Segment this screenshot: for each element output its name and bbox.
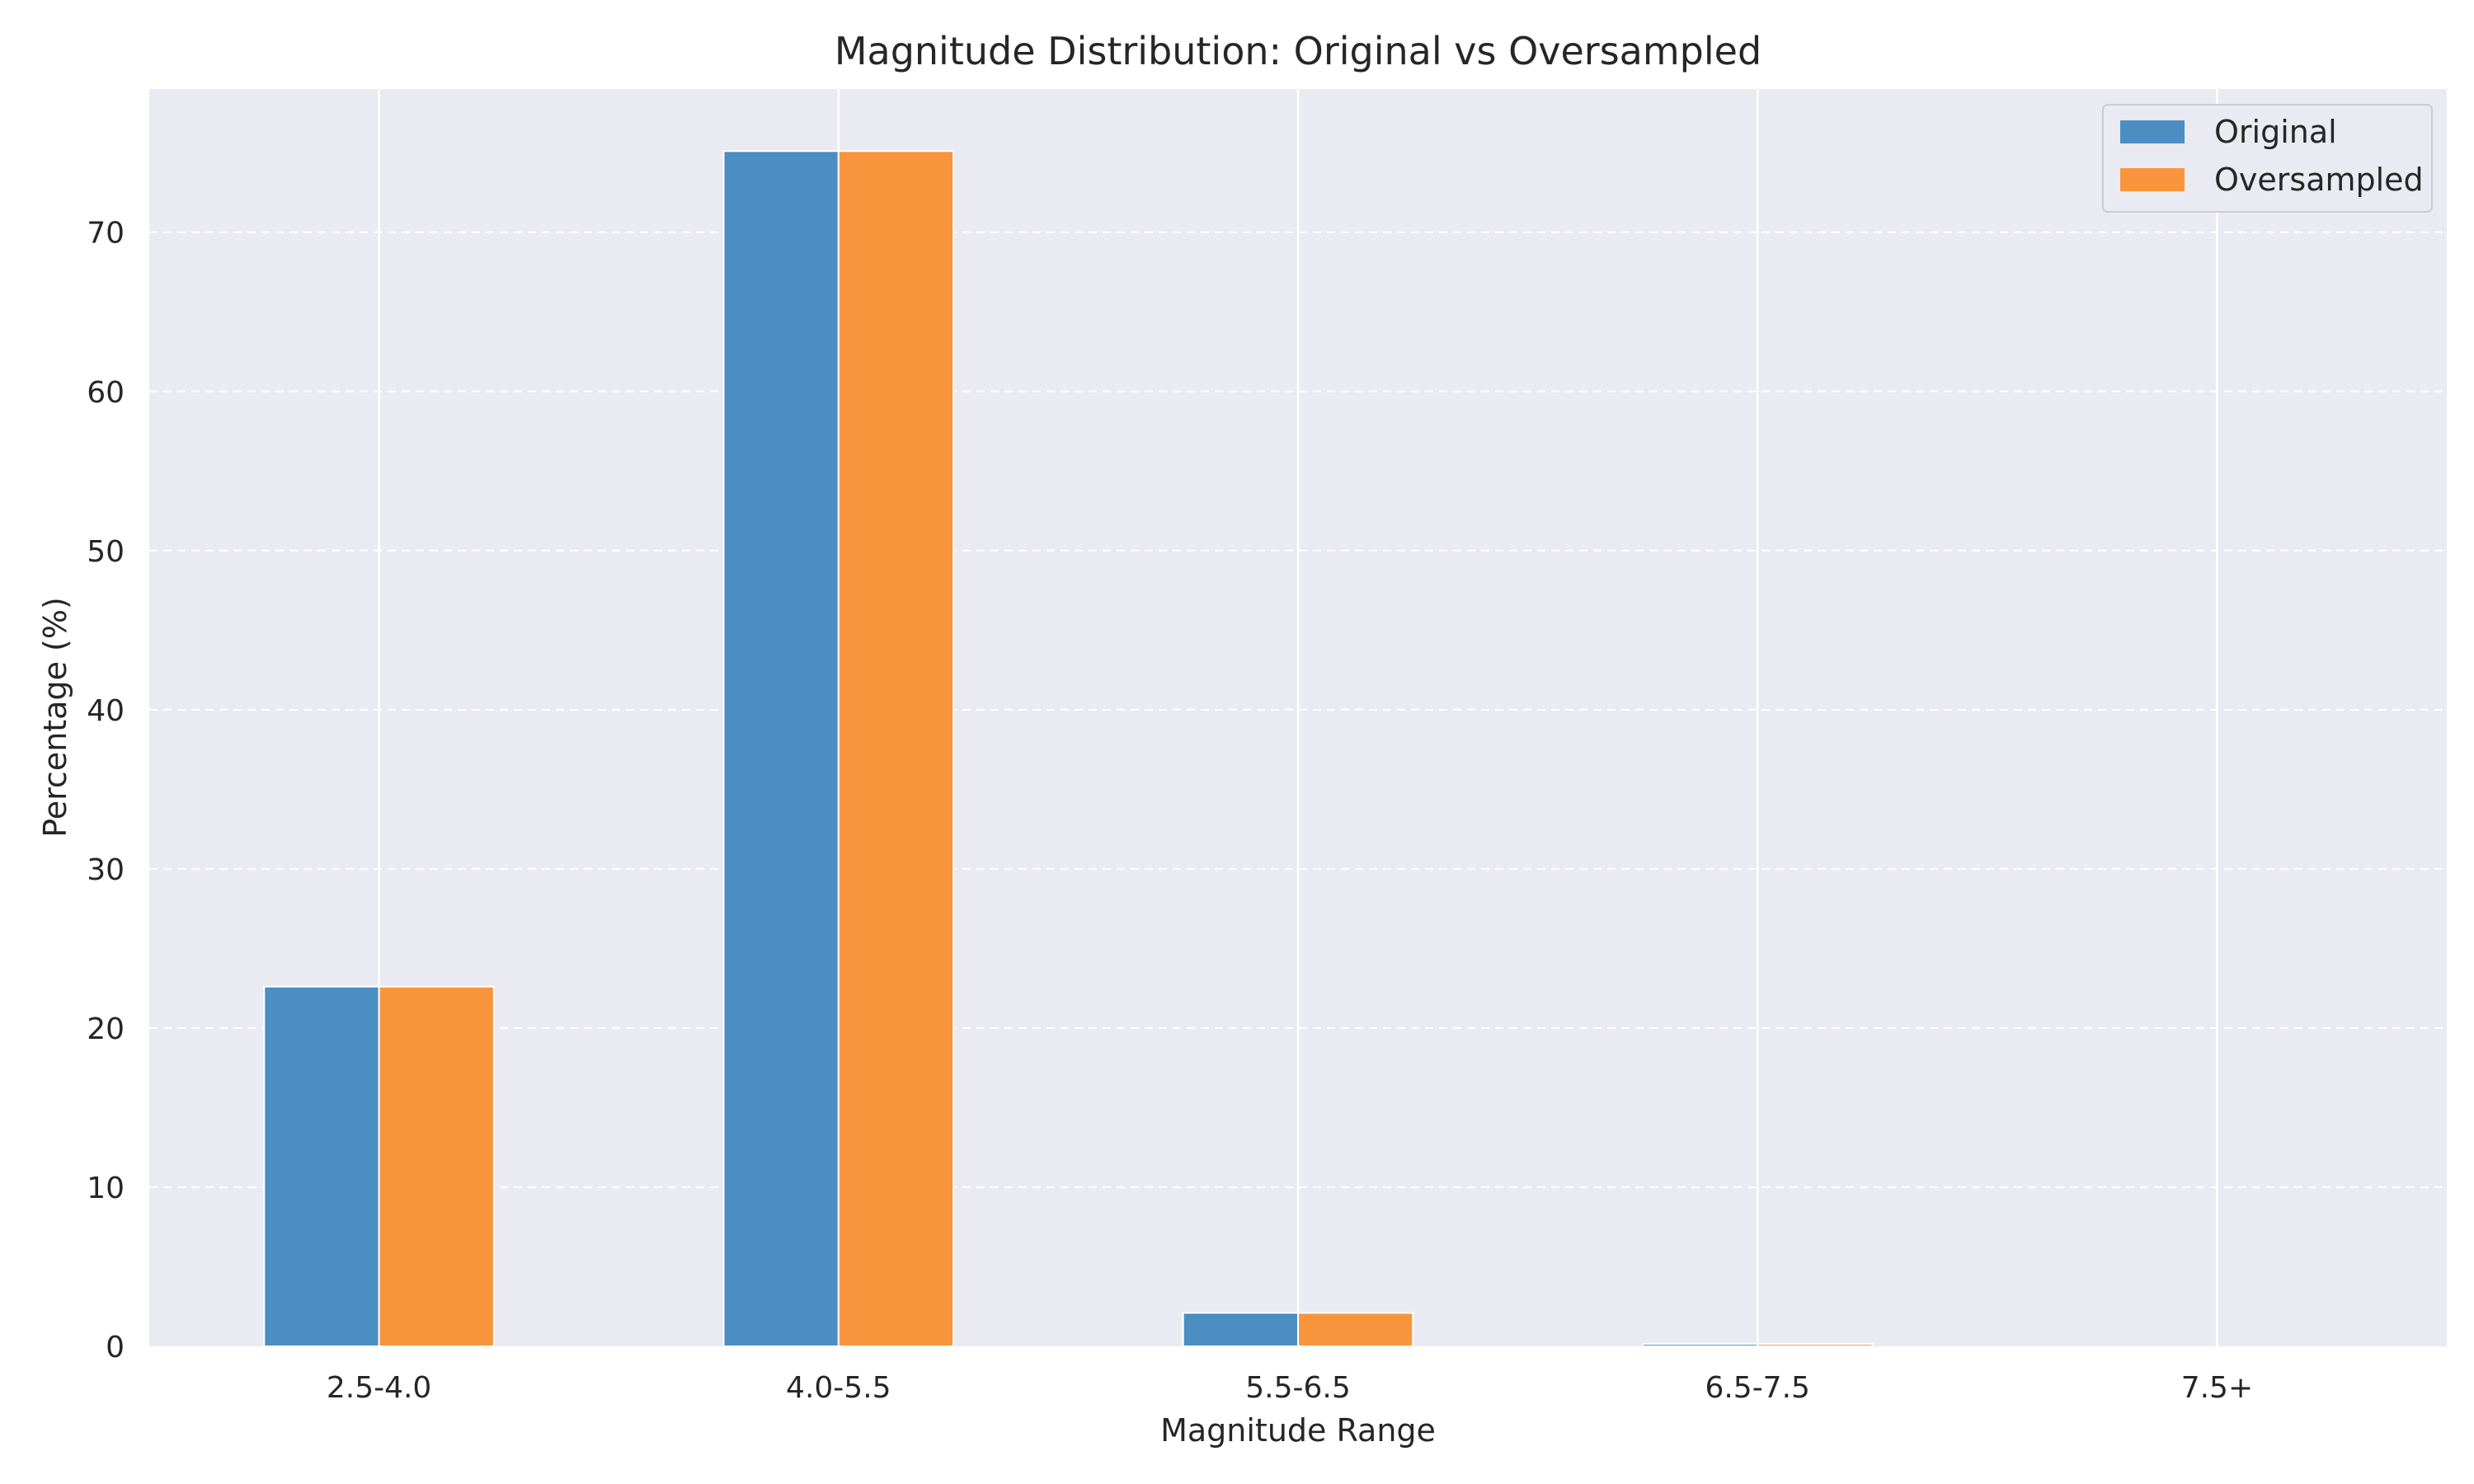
legend-swatch-oversampled xyxy=(2120,168,2185,191)
bar-original-2.5-4.0 xyxy=(263,985,380,1347)
y-tick-labels: 0 10 20 30 40 50 60 70 xyxy=(87,217,125,1364)
x-tick-label: 4.0-5.5 xyxy=(786,1371,891,1405)
y-tick-label: 50 xyxy=(87,535,125,569)
bar-oversampled-6.5-7.5 xyxy=(1757,1343,1874,1347)
x-tick-label: 6.5-7.5 xyxy=(1705,1371,1810,1405)
bar-original-4.0-5.5 xyxy=(722,150,840,1348)
legend-label-original: Original xyxy=(2214,114,2337,150)
legend: Original Oversampled xyxy=(2102,104,2433,213)
y-tick-label: 30 xyxy=(87,853,125,887)
bar-original-5.5-6.5 xyxy=(1182,1312,1299,1348)
y-tick-label: 0 xyxy=(106,1331,125,1364)
chart-title: Magnitude Distribution: Original vs Over… xyxy=(835,29,1761,73)
x-tick-label: 5.5-6.5 xyxy=(1245,1371,1351,1405)
bar-oversampled-5.5-6.5 xyxy=(1297,1312,1414,1348)
x-tick-label: 2.5-4.0 xyxy=(327,1371,432,1405)
y-tick-label: 70 xyxy=(87,217,125,251)
legend-swatch-original xyxy=(2120,120,2185,143)
bar-oversampled-4.0-5.5 xyxy=(837,150,955,1348)
y-tick-label: 60 xyxy=(87,376,125,410)
y-tick-label: 10 xyxy=(87,1172,125,1205)
x-tick-label: 7.5+ xyxy=(2181,1371,2253,1405)
y-tick-label: 40 xyxy=(87,694,125,728)
y-axis-title: Percentage (%) xyxy=(37,597,73,838)
x-axis-title: Magnitude Range xyxy=(1160,1412,1436,1449)
legend-box xyxy=(2102,104,2433,213)
x-tick-labels: 2.5-4.0 4.0-5.5 5.5-6.5 6.5-7.5 7.5+ xyxy=(327,1371,2253,1405)
bar-original-6.5-7.5 xyxy=(1641,1343,1759,1347)
y-tick-label: 20 xyxy=(87,1012,125,1046)
bars xyxy=(263,150,1874,1348)
bar-oversampled-2.5-4.0 xyxy=(378,985,495,1347)
legend-label-oversampled: Oversampled xyxy=(2214,162,2424,198)
grid-lines xyxy=(149,89,2447,1346)
